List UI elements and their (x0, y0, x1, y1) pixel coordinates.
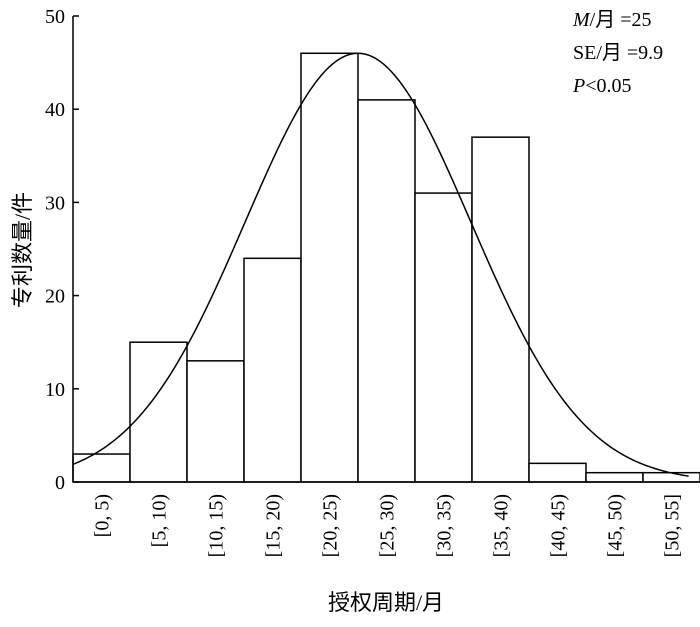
y-tick-label: 40 (45, 99, 65, 121)
x-tick-label: [45, 50) (605, 494, 627, 557)
x-tick-label: [25, 30) (377, 494, 399, 557)
bar (186, 360, 245, 483)
bar (642, 471, 700, 483)
x-tick-label: [40, 45) (548, 494, 570, 557)
bar (528, 462, 587, 483)
x-axis-title: 授权周期/月 (328, 590, 444, 615)
bar (72, 453, 131, 483)
bar (129, 341, 188, 483)
bar (300, 52, 359, 483)
stats-annotation: M/月 =25 SE/月 =9.9 P<0.05 (572, 9, 663, 97)
bar (471, 136, 530, 483)
bars-group (72, 52, 700, 483)
y-axis-title: 专利数量/件 (10, 192, 35, 308)
x-ticks-group: [0, 5) [5, 10) [10, 15) [15, 20) [20, 25) [25… (92, 494, 684, 557)
x-tick-label: [0, 5) (92, 494, 114, 537)
normal-curve (72, 52, 689, 477)
x-tick-label: [10, 15) (206, 494, 228, 557)
y-tick-label: 30 (45, 192, 65, 214)
stat-line: SE/月 =9.9 (573, 42, 663, 64)
y-tick-label: 50 (45, 6, 65, 28)
x-tick-label: [20, 25) (320, 494, 342, 557)
stat-line: P<0.05 (572, 75, 632, 97)
x-tick-label: [30, 35) (434, 494, 456, 557)
y-tick-label: 20 (45, 286, 65, 308)
x-tick-label: [5, 10) (149, 494, 171, 547)
y-tick-label: 0 (55, 472, 65, 494)
x-tick-label: [15, 20) (263, 494, 285, 557)
y-ticks-group: 0 10 20 30 40 50 (45, 6, 79, 494)
bar (357, 99, 416, 483)
bar (414, 192, 473, 483)
x-tick-label: [35, 40) (491, 494, 513, 557)
bar (243, 257, 302, 483)
stat-line: M/月 =25 (572, 9, 652, 31)
y-tick-label: 10 (45, 379, 65, 401)
x-tick-label: [50, 55] (662, 494, 684, 557)
bar (585, 471, 644, 483)
